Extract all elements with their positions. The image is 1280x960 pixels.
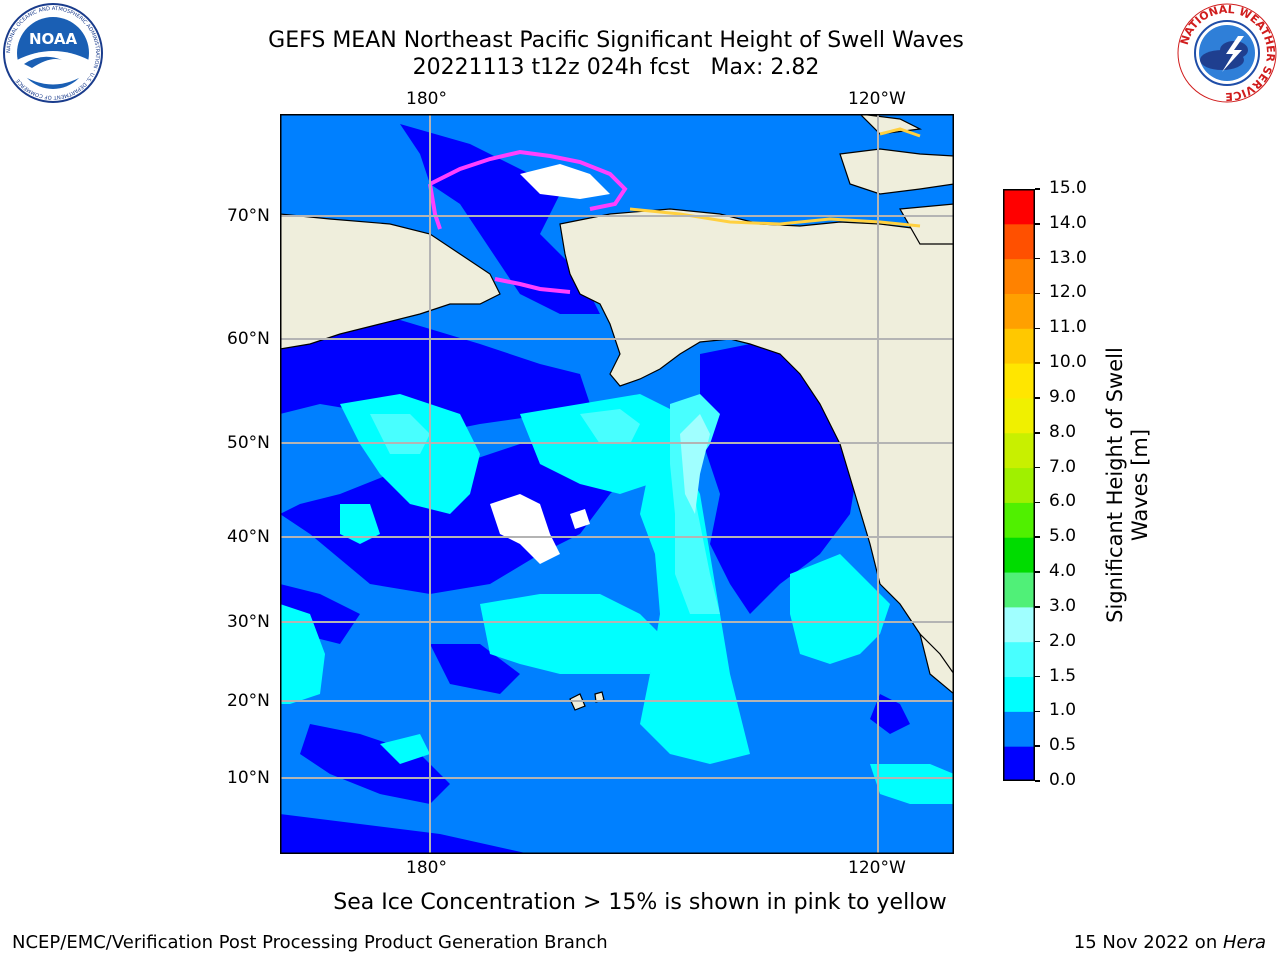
colorbar-tick-mark — [1035, 188, 1040, 190]
colorbar-tick-label: 9.0 — [1049, 386, 1077, 407]
footer-date: 15 Nov 2022 on Hera — [1074, 932, 1266, 953]
colorbar-segment — [1003, 293, 1035, 329]
map-frame — [280, 114, 954, 854]
colorbar-segment — [1003, 676, 1035, 712]
lat-label-60n: 60°N — [227, 329, 270, 349]
colorbar-segment — [1003, 711, 1035, 747]
lat-label-50n: 50°N — [227, 433, 270, 453]
colorbar-tick-mark — [1035, 362, 1040, 364]
colorbar-tick-mark — [1035, 327, 1040, 330]
lat-label-40n: 40°N — [227, 527, 270, 547]
colorbar-tick-label: 1.0 — [1049, 700, 1077, 721]
lon-label-bottom-120w: 120°W — [848, 858, 906, 878]
colorbar-tick-mark — [1035, 710, 1040, 713]
swell-band-0-0-5m — [280, 124, 910, 854]
colorbar-segment — [1003, 258, 1035, 294]
lon-label-top-180: 180° — [406, 89, 447, 109]
map-gridlines — [280, 114, 954, 854]
colorbar-tick-mark — [1035, 257, 1040, 260]
colorbar-tick-label: 3.0 — [1049, 595, 1077, 616]
colorbar-segment — [1003, 502, 1035, 538]
colorbar-tick-label: 0.0 — [1049, 770, 1077, 790]
colorbar-tick-label: 6.0 — [1049, 491, 1077, 512]
colorbar-segment — [1003, 606, 1035, 643]
colorbar-tick-label: 12.0 — [1049, 282, 1087, 303]
colorbar-segment — [1003, 397, 1035, 434]
colorbar-tick-label: 11.0 — [1049, 317, 1087, 338]
swell-height-map — [280, 114, 954, 854]
lat-label-30n: 30°N — [227, 612, 270, 632]
colorbar-frame — [1003, 189, 1035, 781]
map-subtitle: 20221113 t12z 024h fcst Max: 2.82 — [412, 55, 820, 80]
colorbar-tick-mark — [1035, 466, 1040, 469]
colorbar-tick-label: 7.0 — [1049, 456, 1077, 477]
footer-credit: NCEP/EMC/Verification Post Processing Pr… — [12, 932, 608, 953]
colorbar-segment — [1003, 363, 1035, 399]
colorbar-tick-mark — [1035, 675, 1040, 678]
nws-logo: NATIONAL WEATHER SERVICE — [1176, 2, 1278, 104]
colorbar-tick-mark — [1035, 571, 1040, 573]
colorbar-tick-label: 15.0 — [1049, 178, 1087, 198]
colorbar-tick-label: 8.0 — [1049, 421, 1077, 442]
colorbar-tick-mark — [1035, 292, 1040, 295]
noaa-logo-text: NOAA — [29, 30, 78, 48]
map-title: GEFS MEAN Northeast Pacific Significant … — [268, 28, 964, 53]
colorbar-segment — [1003, 746, 1035, 782]
colorbar-tick-label: 5.0 — [1049, 526, 1077, 547]
colorbar-tick-label: 13.0 — [1049, 247, 1087, 268]
colorbar-tick-label: 1.5 — [1049, 665, 1077, 686]
colorbar-tick-label: 2.0 — [1049, 630, 1077, 651]
colorbar-tick-mark — [1035, 640, 1040, 643]
missing-data-patches — [490, 164, 610, 564]
colorbar-label-line1: Significant Height of Swell — [1103, 347, 1127, 623]
colorbar-tick-labels: 0.0 0.5 1.0 1.5 2.0 3.0 4.0 5.0 6.0 7.0 8.0 9.0 10.0… — [1035, 178, 1100, 790]
lon-label-top-120w: 120°W — [848, 89, 906, 109]
colorbar-segment — [1003, 328, 1035, 364]
lon-label-bottom-180: 180° — [406, 858, 447, 878]
colorbar-tick-mark — [1035, 432, 1040, 434]
noaa-logo: NOAA NATIONAL OCEANIC AND ATMOSPHERIC AD… — [2, 2, 104, 104]
colorbar-tick-label: 10.0 — [1049, 352, 1087, 373]
footer-date-text: 15 Nov 2022 on — [1073, 932, 1223, 953]
swell-band-2-0-3-0m — [680, 414, 710, 514]
colorbar-tick-mark — [1035, 501, 1040, 504]
colorbar-tick-mark — [1035, 397, 1040, 399]
colorbar-segment — [1003, 467, 1035, 503]
colorbar-segment — [1003, 537, 1035, 573]
colorbar-tick-mark — [1035, 606, 1040, 608]
colorbar-tick-label: 0.5 — [1049, 735, 1077, 756]
colorbar-segment — [1003, 572, 1035, 608]
land-masses — [280, 114, 954, 711]
colorbar-tick-mark — [1035, 745, 1040, 747]
colorbar-segment — [1003, 641, 1035, 678]
sea-ice-edge-yellow — [629, 127, 921, 228]
sea-ice-caption: Sea Ice Concentration > 15% is shown in … — [333, 890, 947, 915]
lat-label-20n: 20°N — [227, 691, 270, 711]
colorbar-segment — [1003, 189, 1035, 225]
sea-ice-edge — [428, 149, 628, 294]
lat-label-70n: 70°N — [227, 206, 270, 226]
lat-label-10n: 10°N — [227, 768, 270, 788]
colorbar-tick-mark — [1035, 780, 1040, 782]
colorbar-tick-label: 14.0 — [1049, 212, 1087, 233]
colorbar — [1003, 189, 1035, 782]
colorbar-tick-mark — [1035, 223, 1040, 225]
footer-host: Hera — [1222, 932, 1266, 953]
colorbar-tick-mark — [1035, 536, 1040, 538]
colorbar-segment — [1003, 432, 1035, 469]
colorbar-tick-label: 4.0 — [1049, 561, 1077, 582]
colorbar-segment — [1003, 223, 1035, 260]
colorbar-label-line2: Waves [m] — [1128, 428, 1152, 542]
